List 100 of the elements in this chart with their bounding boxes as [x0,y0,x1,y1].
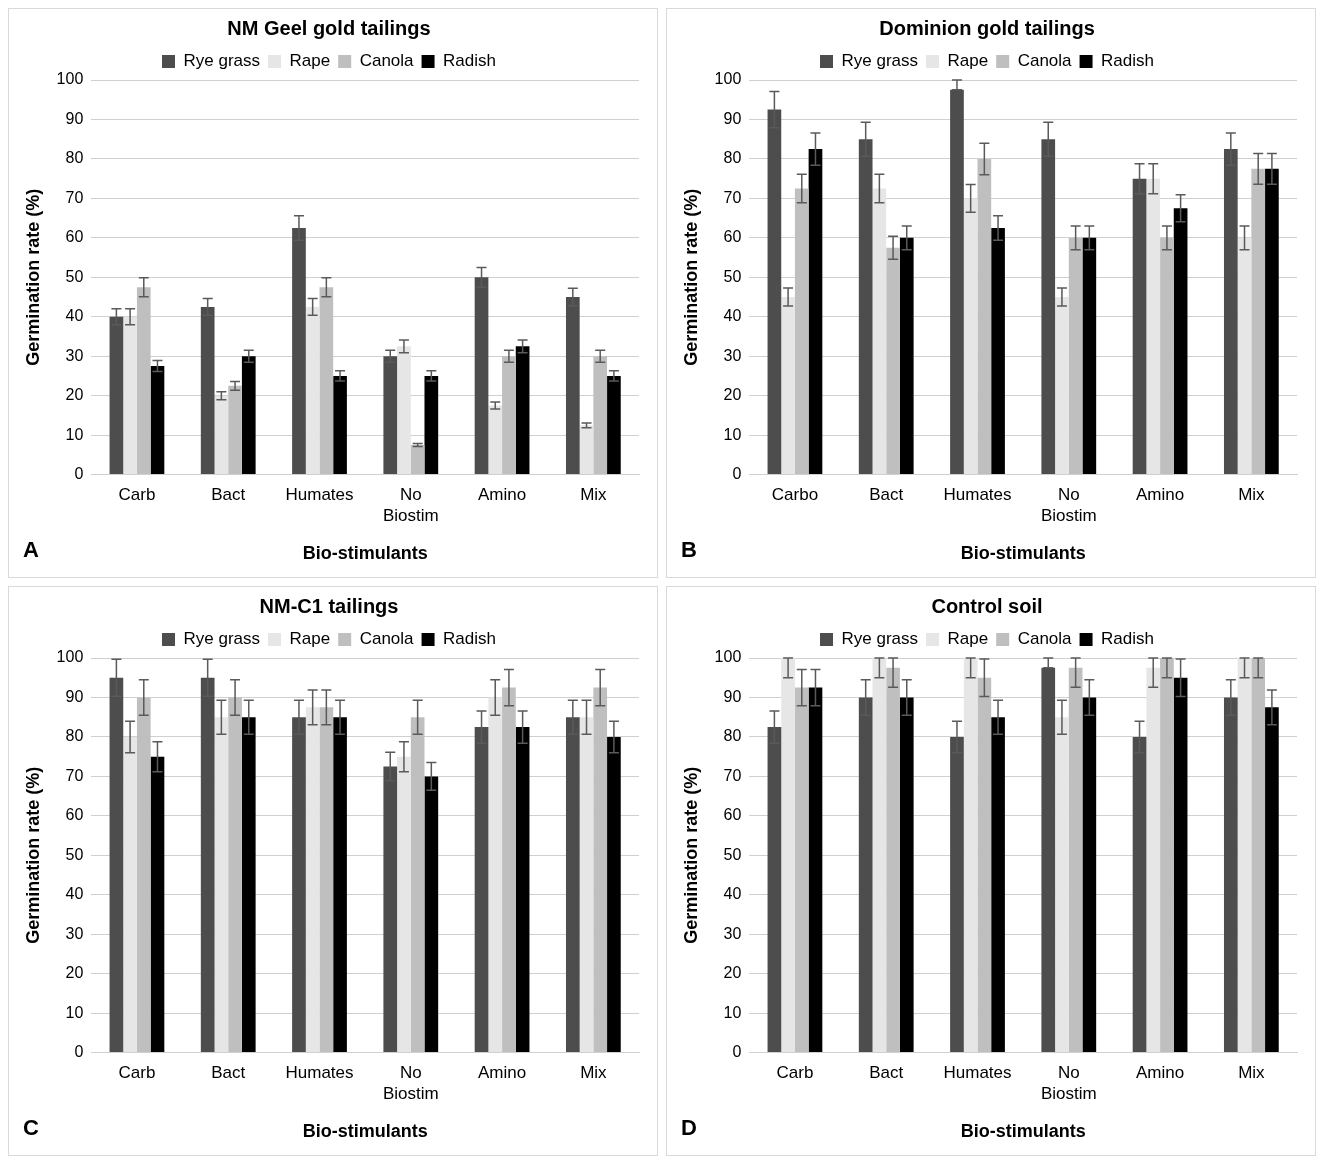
bar [607,375,621,475]
y-tick-label: 100 [56,70,84,88]
x-tick-label: Bact [211,485,246,505]
bar [488,405,503,475]
bar [502,356,516,475]
y-tick-label: 50 [723,845,742,863]
bar [808,687,823,1053]
bar [991,227,1005,475]
bar [410,445,425,475]
y-tick-label: 20 [65,386,84,404]
bar [781,658,795,1053]
y-tick-label: 40 [723,885,742,903]
y-tick-label: 30 [65,924,84,942]
y-axis-title: Germination rate (%) [680,188,701,366]
bar [977,158,992,475]
y-tick-label: 0 [732,1043,742,1061]
bar [1132,736,1147,1053]
bar [767,727,782,1053]
bar [794,188,809,475]
bar [950,736,964,1053]
bar [565,717,580,1053]
bar [899,697,914,1053]
y-tick-label: 80 [65,149,84,167]
bar [1132,178,1147,475]
y-tick-label: 50 [723,267,742,285]
chart-title: NM Geel gold tailings [227,16,431,39]
bar [150,756,165,1053]
legend-label: Radish [443,51,496,71]
bar [241,356,256,475]
chart-title: Dominion gold tailings [879,16,1095,39]
legend-label: Canola [1017,629,1073,649]
bar [200,677,215,1053]
legend-label: Rape [947,629,989,649]
bar [319,707,334,1053]
bar [1082,697,1097,1053]
y-tick-label: 40 [723,307,742,325]
x-axis-title: Bio-stimulants [302,1121,428,1142]
bar [794,687,809,1053]
y-tick-label: 40 [65,307,84,325]
bar [1251,658,1266,1053]
bar [963,198,978,475]
legend-label: Radish [1101,629,1154,649]
bar [200,306,215,475]
x-tick-label: Bact [869,1063,904,1083]
x-tick-label: Humates [285,485,354,505]
bar [886,667,900,1053]
y-tick-label: 60 [65,228,84,246]
x-tick-label: Carbo [771,485,819,505]
bar [333,375,347,475]
x-tick-label: Mix [580,485,608,505]
y-tick-label: 90 [65,109,84,127]
bar [292,717,306,1053]
bar [1251,168,1266,475]
x-tick-label: Humates [943,1063,1012,1083]
y-axis-title: Germination rate (%) [22,766,43,944]
y-tick-label: 30 [723,924,742,942]
bar [241,717,256,1053]
bar [228,697,242,1053]
bar [1055,297,1069,475]
bar [872,658,887,1053]
bar [333,717,347,1053]
bar [502,687,516,1053]
x-tick-label: Humates [943,485,1012,505]
bar [1068,237,1083,475]
bar [319,287,334,475]
bar [1173,677,1188,1053]
bar [424,776,439,1053]
bar [886,247,900,475]
y-tick-label: 50 [65,267,84,285]
bar [123,736,137,1053]
y-tick-label: 60 [723,806,742,824]
legend-label: Rye grass [183,51,261,71]
bar [383,356,398,475]
y-tick-label: 70 [65,188,84,206]
bar [1082,237,1097,475]
bar [474,277,489,475]
legend-label: Canola [1017,51,1073,71]
y-tick-label: 80 [723,727,742,745]
bar [109,316,124,475]
text: B [681,537,697,563]
chart-title: Control soil [931,594,1043,617]
text: D [681,1115,697,1141]
y-tick-label: 60 [65,806,84,824]
chart-title: NM-C1 tailings [259,594,399,617]
y-tick-label: 0 [732,465,742,483]
x-tick-label: No Biostim [1040,1063,1097,1103]
bar [136,697,151,1053]
y-tick-label: 90 [65,687,84,705]
bar [1237,658,1252,1053]
y-tick-label: 100 [714,70,742,88]
legend-label: Canola [359,51,415,71]
bar [515,727,530,1053]
bar [963,658,978,1053]
y-tick-label: 80 [723,149,742,167]
x-tick-label: Mix [580,1063,608,1083]
legend-label: Radish [1101,51,1154,71]
x-tick-label: Carb [118,1063,156,1083]
y-tick-label: 0 [74,465,84,483]
bar [292,227,306,475]
legend-label: Rape [289,629,331,649]
